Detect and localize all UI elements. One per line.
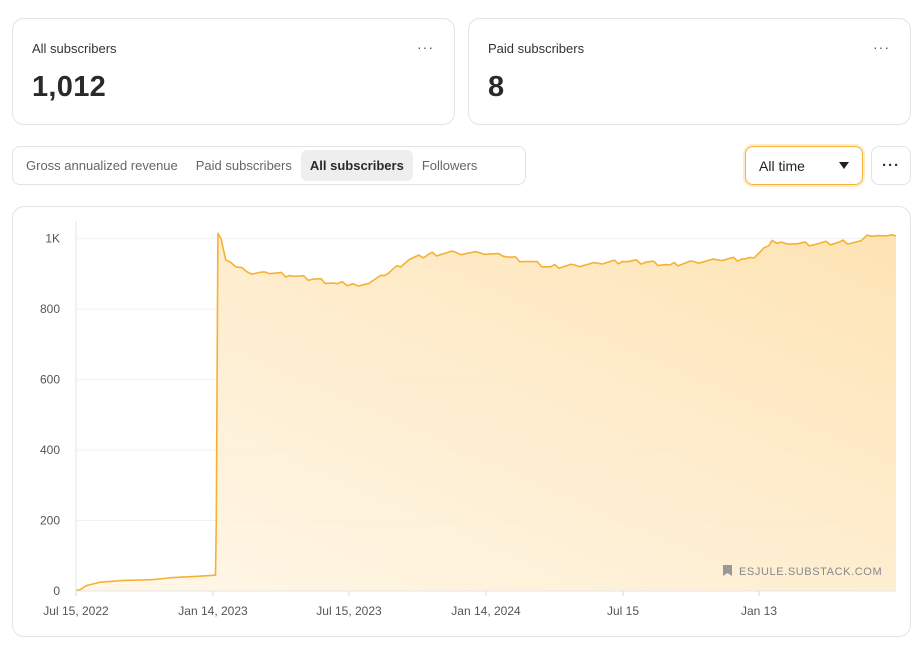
all-subscribers-card[interactable]: All subscribers ··· 1,012 (12, 18, 455, 125)
y-tick-label: 1K (45, 232, 60, 246)
y-tick-label: 0 (53, 584, 60, 598)
time-range-value: All time (759, 157, 805, 174)
paid-subscribers-title: Paid subscribers (488, 41, 585, 56)
metric-tabs: Gross annualized revenue Paid subscriber… (12, 146, 526, 185)
x-tick-label: Jul 15 (607, 604, 639, 618)
paid-subscribers-value: 8 (488, 71, 505, 103)
y-tick-label: 400 (40, 443, 60, 457)
x-tick-label: Jul 15, 2022 (43, 604, 109, 618)
y-tick-label: 800 (40, 302, 60, 316)
all-subscribers-value: 1,012 (32, 71, 107, 103)
caret-down-icon (839, 162, 849, 169)
series-line (76, 232, 897, 591)
tab-paid-subscribers[interactable]: Paid subscribers (195, 158, 292, 173)
chart-more-button[interactable]: ··· (871, 146, 911, 185)
y-tick-label: 200 (40, 514, 60, 528)
paid-subscribers-card[interactable]: Paid subscribers ··· 8 (468, 18, 911, 125)
y-tick-label: 600 (40, 373, 60, 387)
x-tick-label: Jul 15, 2023 (316, 604, 382, 618)
bookmark-icon (723, 565, 732, 576)
watermark: ESJULE.SUBSTACK.COM (723, 565, 882, 578)
series-area (76, 233, 896, 592)
x-tick-label: Jan 14, 2024 (451, 604, 521, 618)
more-options-icon[interactable]: ··· (873, 39, 890, 55)
chart-card: 0 200 400 600 800 1K Jul 15, 2022 Jan 14, 2023 J… (12, 206, 911, 637)
tab-gross-annualized-revenue[interactable]: Gross annualized revenue (26, 158, 178, 173)
x-tick-label: Jan 13 (741, 604, 777, 618)
subscribers-chart: 0 200 400 600 800 1K Jul 15, 2022 Jan 14, 2023 J… (40, 221, 897, 618)
tab-followers[interactable]: Followers (421, 158, 478, 173)
x-tick-label: Jan 14, 2023 (178, 604, 248, 618)
time-range-select[interactable]: All time (745, 146, 863, 185)
tab-all-subscribers[interactable]: All subscribers (300, 150, 413, 181)
more-options-icon[interactable]: ··· (417, 39, 434, 55)
watermark-text: ESJULE.SUBSTACK.COM (739, 566, 882, 578)
all-subscribers-title: All subscribers (32, 41, 117, 56)
